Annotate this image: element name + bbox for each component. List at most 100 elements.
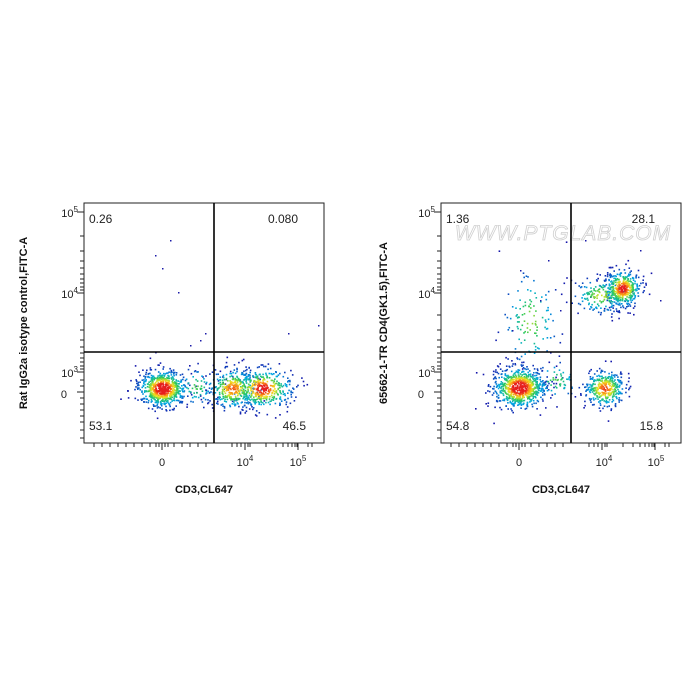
scatter-point xyxy=(166,384,169,386)
scatter-point xyxy=(181,389,184,391)
scatter-point xyxy=(605,399,608,402)
scatter-point xyxy=(203,381,206,383)
scatter-point xyxy=(616,292,619,294)
scatter-point xyxy=(574,282,577,284)
scatter-point xyxy=(522,381,524,384)
scatter-point xyxy=(556,379,559,382)
scatter-point xyxy=(591,292,594,294)
scatter-point xyxy=(274,417,277,419)
scatter-point xyxy=(175,382,178,384)
scatter-point xyxy=(155,383,158,386)
scatter-point xyxy=(175,405,177,407)
scatter-point xyxy=(273,380,276,383)
scatter-point xyxy=(537,369,539,372)
scatter-point xyxy=(617,376,619,378)
scatter-point xyxy=(522,399,524,402)
scatter-point xyxy=(223,383,226,386)
scatter-point xyxy=(588,302,590,305)
scatter-point xyxy=(503,390,505,392)
scatter-point xyxy=(598,375,601,378)
scatter-point xyxy=(265,395,267,397)
scatter-point xyxy=(601,381,604,384)
scatter-point xyxy=(149,372,151,375)
scatter-point xyxy=(529,398,531,401)
scatter-point xyxy=(614,404,617,407)
scatter-point xyxy=(251,398,253,401)
scatter-point xyxy=(620,373,623,375)
scatter-point xyxy=(164,379,167,381)
scatter-point xyxy=(306,383,309,386)
scatter-point xyxy=(534,392,536,394)
scatter-point xyxy=(161,395,163,397)
scatter-point xyxy=(231,393,234,396)
scatter-point xyxy=(244,377,247,379)
scatter-point xyxy=(574,295,577,298)
scatter-point xyxy=(190,372,193,375)
scatter-point xyxy=(179,390,182,392)
scatter-point xyxy=(246,378,248,380)
scatter-point xyxy=(274,402,277,405)
scatter-point xyxy=(260,375,262,378)
scatter-point xyxy=(635,274,638,276)
scatter-point xyxy=(563,383,566,386)
scatter-point xyxy=(163,400,165,403)
scatter-point xyxy=(512,378,514,381)
scatter-point xyxy=(173,407,175,410)
scatter-point xyxy=(259,378,261,381)
scatter-point xyxy=(507,408,509,410)
scatter-point xyxy=(537,400,540,403)
scatter-point xyxy=(280,400,283,402)
scatter-point xyxy=(534,345,537,348)
scatter-point xyxy=(280,385,282,387)
scatter-point xyxy=(172,399,174,402)
scatter-point xyxy=(505,356,507,359)
scatter-point xyxy=(601,388,604,390)
scatter-point xyxy=(560,375,563,377)
scatter-point xyxy=(179,393,181,395)
scatter-point xyxy=(246,376,248,379)
scatter-point xyxy=(256,384,259,387)
scatter-point xyxy=(617,294,620,297)
scatter-point xyxy=(269,388,272,390)
scatter-point xyxy=(586,383,588,386)
scatter-point xyxy=(553,335,556,338)
scatter-point xyxy=(638,284,641,287)
scatter-point xyxy=(247,374,250,376)
scatter-point xyxy=(153,377,156,379)
scatter-point xyxy=(512,397,514,400)
scatter-point xyxy=(252,390,254,392)
scatter-point xyxy=(610,316,613,318)
scatter-point xyxy=(238,397,241,400)
scatter-point xyxy=(592,397,595,399)
scatter-point xyxy=(517,398,520,400)
scatter-point xyxy=(536,385,538,388)
scatter-point xyxy=(207,401,210,404)
scatter-point xyxy=(236,381,239,383)
scatter-point xyxy=(517,290,519,292)
scatter-point xyxy=(222,397,225,400)
scatter-point xyxy=(541,398,544,401)
scatter-point xyxy=(269,403,271,406)
scatter-point xyxy=(243,370,245,372)
scatter-point xyxy=(528,305,530,308)
scatter-point xyxy=(506,397,508,399)
scatter-point xyxy=(511,379,513,382)
scatter-point xyxy=(156,395,159,397)
scatter-point xyxy=(127,397,130,399)
scatter-point xyxy=(610,306,613,308)
scatter-point xyxy=(634,280,636,283)
scatter-point xyxy=(155,380,158,383)
scatter-point xyxy=(530,380,532,382)
scatter-point xyxy=(588,386,591,389)
scatter-point xyxy=(523,396,525,399)
scatter-point xyxy=(216,378,219,381)
scatter-point xyxy=(269,395,271,398)
scatter-point xyxy=(602,391,605,394)
scatter-point xyxy=(622,280,625,282)
scatter-point xyxy=(615,295,618,297)
scatter-point xyxy=(584,400,586,403)
scatter-point xyxy=(517,327,519,330)
scatter-point xyxy=(162,385,164,387)
scatter-point xyxy=(521,392,523,395)
scatter-point xyxy=(164,384,167,386)
